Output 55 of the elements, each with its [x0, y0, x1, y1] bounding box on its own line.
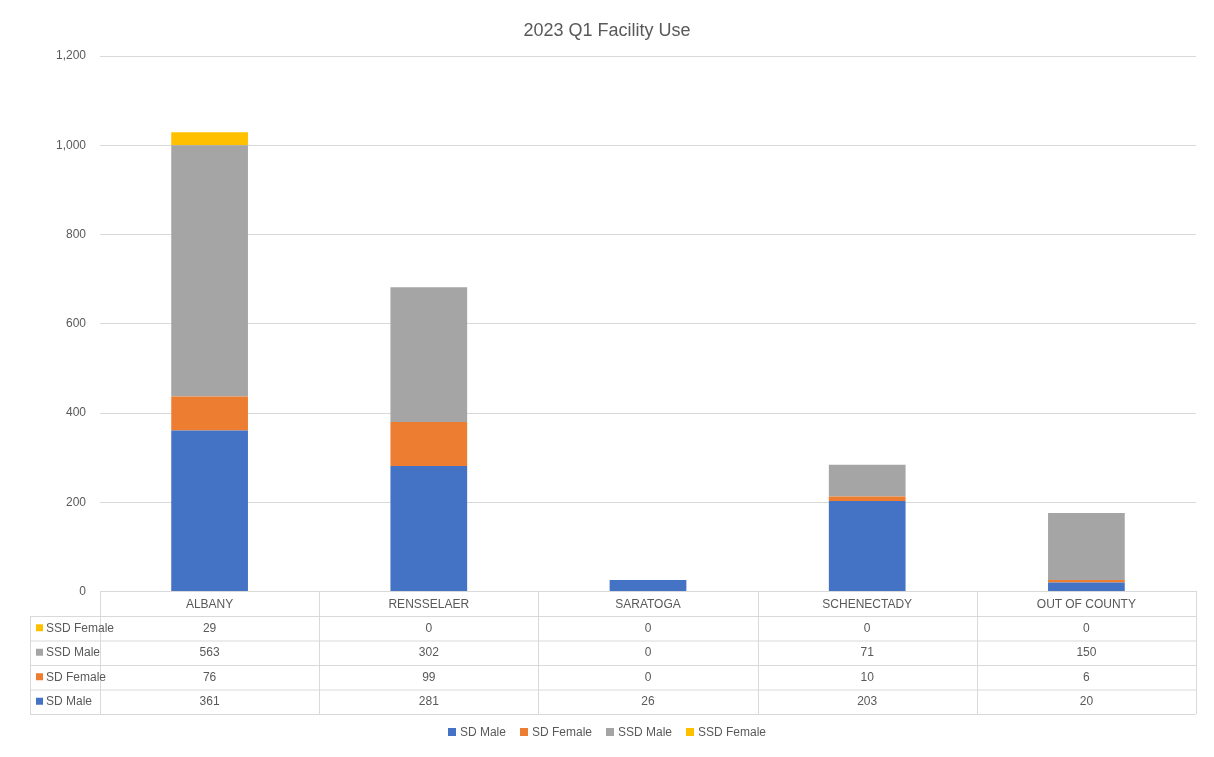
data-label: 29: [202, 620, 217, 635]
data-label: 0: [863, 620, 871, 635]
data-label: 361: [199, 694, 220, 709]
text: SD Female: [531, 725, 592, 739]
x-tick-label: SARATOGA: [615, 597, 681, 612]
data-label: 0: [1083, 620, 1091, 635]
bar: [1048, 582, 1125, 591]
data-label: 281: [418, 694, 440, 709]
y-tick-label: 600: [65, 316, 87, 331]
y-tick-label: 200: [65, 494, 87, 509]
data-label: 302: [418, 645, 440, 660]
bar: [609, 579, 687, 591]
x-tick-label: RENSSELAER: [388, 597, 470, 612]
y-tick-label: 1,200: [55, 48, 87, 63]
data-label: 563: [199, 645, 220, 660]
data-label: 203: [857, 694, 878, 709]
data-label: 99: [422, 669, 436, 684]
bar: [828, 464, 906, 497]
bar: [171, 396, 248, 431]
data-label: 150: [1076, 645, 1097, 660]
data-label: 20: [1079, 694, 1094, 709]
x-tick-label: SCHENECTADY: [822, 597, 913, 612]
data-label: 0: [644, 645, 652, 660]
data-label: 0: [644, 620, 652, 635]
bar: [828, 500, 906, 591]
bar: [171, 132, 248, 146]
legend-label: SD Female: [46, 669, 107, 684]
data-label: 26: [641, 694, 655, 709]
data-label: 10: [860, 669, 875, 684]
legend-label: SD Male: [46, 694, 93, 709]
data-label: 0: [425, 620, 433, 635]
legend-label: SSD Female: [46, 620, 115, 635]
bar: [171, 430, 248, 591]
bar: [390, 287, 468, 422]
text: SSD Female: [698, 725, 767, 739]
data-label: 71: [860, 645, 875, 660]
bar: [828, 496, 906, 501]
bar: [390, 466, 468, 591]
bar: [1048, 579, 1125, 583]
y-tick-label: 400: [65, 405, 87, 420]
data-label: 0: [644, 669, 652, 684]
legend-label: SSD Male: [46, 645, 101, 660]
x-tick-label: OUT OF COUNTY: [1036, 597, 1136, 612]
y-tick-label: 0: [79, 583, 87, 598]
data-label: 76: [202, 669, 217, 684]
bar: [390, 421, 468, 467]
text: SD Male: [459, 725, 506, 739]
y-tick-label: 800: [65, 226, 87, 241]
data-label: 6: [1083, 669, 1091, 684]
x-tick-label: ALBANY: [185, 597, 234, 612]
bar: [171, 145, 248, 397]
text: SSD Male: [617, 725, 673, 739]
y-tick-label: 1,000: [55, 137, 87, 152]
bar: [1048, 512, 1125, 580]
chart-title: 2023 Q1 Facility Use: [523, 19, 691, 40]
